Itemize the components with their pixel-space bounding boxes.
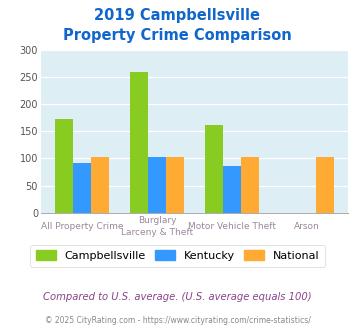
Text: All Property Crime: All Property Crime xyxy=(41,222,123,231)
Legend: Campbellsville, Kentucky, National: Campbellsville, Kentucky, National xyxy=(30,245,325,267)
Bar xyxy=(241,157,259,213)
Bar xyxy=(166,157,184,213)
Bar xyxy=(148,157,166,213)
Text: Property Crime Comparison: Property Crime Comparison xyxy=(63,28,292,43)
Bar xyxy=(316,157,334,213)
Text: © 2025 CityRating.com - https://www.cityrating.com/crime-statistics/: © 2025 CityRating.com - https://www.city… xyxy=(45,316,310,325)
Bar xyxy=(55,119,73,213)
Text: Larceny & Theft: Larceny & Theft xyxy=(121,228,193,237)
Bar xyxy=(130,72,148,213)
Text: Arson: Arson xyxy=(294,222,320,231)
Bar xyxy=(223,166,241,213)
Bar xyxy=(73,163,91,213)
Bar xyxy=(205,125,223,213)
Bar xyxy=(91,157,109,213)
Text: Burglary: Burglary xyxy=(138,216,176,225)
Text: Motor Vehicle Theft: Motor Vehicle Theft xyxy=(188,222,276,231)
Text: 2019 Campbellsville: 2019 Campbellsville xyxy=(94,8,261,23)
Text: Compared to U.S. average. (U.S. average equals 100): Compared to U.S. average. (U.S. average … xyxy=(43,292,312,302)
